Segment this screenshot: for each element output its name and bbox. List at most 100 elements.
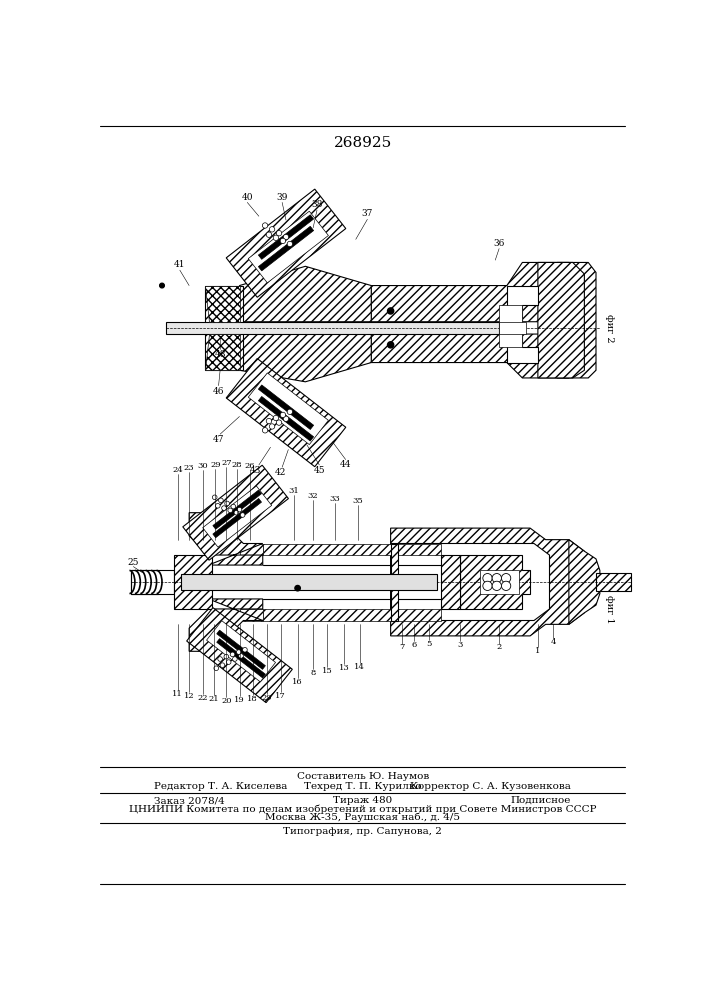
Circle shape xyxy=(276,230,281,236)
Polygon shape xyxy=(213,490,262,529)
Circle shape xyxy=(233,657,237,661)
Polygon shape xyxy=(258,215,314,259)
Polygon shape xyxy=(203,486,271,547)
Polygon shape xyxy=(217,639,265,678)
Polygon shape xyxy=(258,226,314,271)
Polygon shape xyxy=(499,322,526,334)
Text: 16: 16 xyxy=(292,678,303,686)
Text: 38: 38 xyxy=(311,200,322,209)
Circle shape xyxy=(218,657,223,661)
Polygon shape xyxy=(187,608,292,703)
Text: 21: 21 xyxy=(209,695,219,703)
Text: 22: 22 xyxy=(198,694,209,702)
Text: 35: 35 xyxy=(353,497,363,505)
Text: 37: 37 xyxy=(362,209,373,218)
Polygon shape xyxy=(391,528,585,636)
Circle shape xyxy=(216,503,220,508)
Circle shape xyxy=(222,506,226,510)
Polygon shape xyxy=(183,465,288,560)
Circle shape xyxy=(269,424,275,429)
Polygon shape xyxy=(217,630,265,669)
Text: фиг 1: фиг 1 xyxy=(604,595,614,623)
Polygon shape xyxy=(538,262,585,378)
Circle shape xyxy=(284,234,288,240)
Polygon shape xyxy=(460,555,530,609)
Circle shape xyxy=(160,283,164,288)
Text: 17: 17 xyxy=(275,692,286,700)
Polygon shape xyxy=(240,544,263,555)
Polygon shape xyxy=(189,513,263,565)
Circle shape xyxy=(387,342,394,348)
Text: 15: 15 xyxy=(322,667,332,675)
Polygon shape xyxy=(204,286,243,370)
Circle shape xyxy=(501,574,510,583)
Text: 7: 7 xyxy=(399,643,405,651)
Text: Москва Ж-35, Раушская наб., д. 4/5: Москва Ж-35, Раушская наб., д. 4/5 xyxy=(265,812,460,822)
Circle shape xyxy=(214,666,218,671)
Text: 27: 27 xyxy=(221,459,232,467)
Polygon shape xyxy=(182,574,437,590)
Text: 33: 33 xyxy=(329,495,340,503)
Circle shape xyxy=(387,308,394,314)
Text: 20: 20 xyxy=(221,697,232,705)
Circle shape xyxy=(225,501,230,506)
Circle shape xyxy=(236,650,241,654)
Circle shape xyxy=(226,660,231,664)
Polygon shape xyxy=(206,621,276,682)
Polygon shape xyxy=(441,555,460,609)
Text: Типография, пр. Сапунова, 2: Типография, пр. Сапунова, 2 xyxy=(284,827,442,836)
Text: Составитель Ю. Наумов: Составитель Ю. Наумов xyxy=(297,772,429,781)
Polygon shape xyxy=(507,286,538,322)
Circle shape xyxy=(212,495,217,500)
Text: 46: 46 xyxy=(213,387,224,396)
Polygon shape xyxy=(391,544,398,620)
Text: 3: 3 xyxy=(457,641,463,649)
Text: 8: 8 xyxy=(310,669,316,677)
Text: 12: 12 xyxy=(184,692,194,700)
Circle shape xyxy=(273,415,279,421)
Polygon shape xyxy=(240,334,371,382)
Text: 24: 24 xyxy=(172,466,183,474)
Polygon shape xyxy=(258,396,314,441)
Text: 43: 43 xyxy=(250,466,261,475)
Text: 41: 41 xyxy=(174,260,185,269)
Polygon shape xyxy=(596,573,631,591)
Text: 45: 45 xyxy=(313,466,325,475)
Text: 30: 30 xyxy=(198,462,209,471)
Circle shape xyxy=(267,232,271,237)
Circle shape xyxy=(218,498,223,503)
Text: 14: 14 xyxy=(354,663,365,671)
Polygon shape xyxy=(213,498,262,538)
Text: 39: 39 xyxy=(276,192,288,202)
Text: 19: 19 xyxy=(234,696,245,704)
Circle shape xyxy=(267,418,271,424)
Circle shape xyxy=(240,513,245,517)
Polygon shape xyxy=(226,359,346,467)
Polygon shape xyxy=(240,266,371,322)
Polygon shape xyxy=(240,609,263,620)
Polygon shape xyxy=(248,211,329,283)
Circle shape xyxy=(483,574,492,583)
Circle shape xyxy=(280,412,286,418)
Text: 13: 13 xyxy=(339,664,349,672)
Polygon shape xyxy=(131,570,174,594)
Text: Подписное: Подписное xyxy=(510,796,571,805)
Polygon shape xyxy=(507,334,538,363)
Polygon shape xyxy=(174,555,212,609)
Text: 23: 23 xyxy=(184,464,194,472)
Text: 40: 40 xyxy=(242,192,253,202)
Circle shape xyxy=(262,223,268,228)
Text: 47: 47 xyxy=(213,435,224,444)
Polygon shape xyxy=(263,609,441,620)
Circle shape xyxy=(230,652,235,657)
Circle shape xyxy=(295,585,300,591)
Text: 11: 11 xyxy=(172,690,183,698)
Text: 5: 5 xyxy=(427,640,432,648)
Polygon shape xyxy=(258,385,314,429)
Text: ЦНИИПИ Комитета по делам изобретений и открытий при Совете Министров СССР: ЦНИИПИ Комитета по делам изобретений и о… xyxy=(129,804,597,814)
Circle shape xyxy=(280,238,286,244)
Polygon shape xyxy=(480,570,518,594)
Circle shape xyxy=(239,654,243,658)
Circle shape xyxy=(243,647,247,652)
Polygon shape xyxy=(371,262,569,322)
